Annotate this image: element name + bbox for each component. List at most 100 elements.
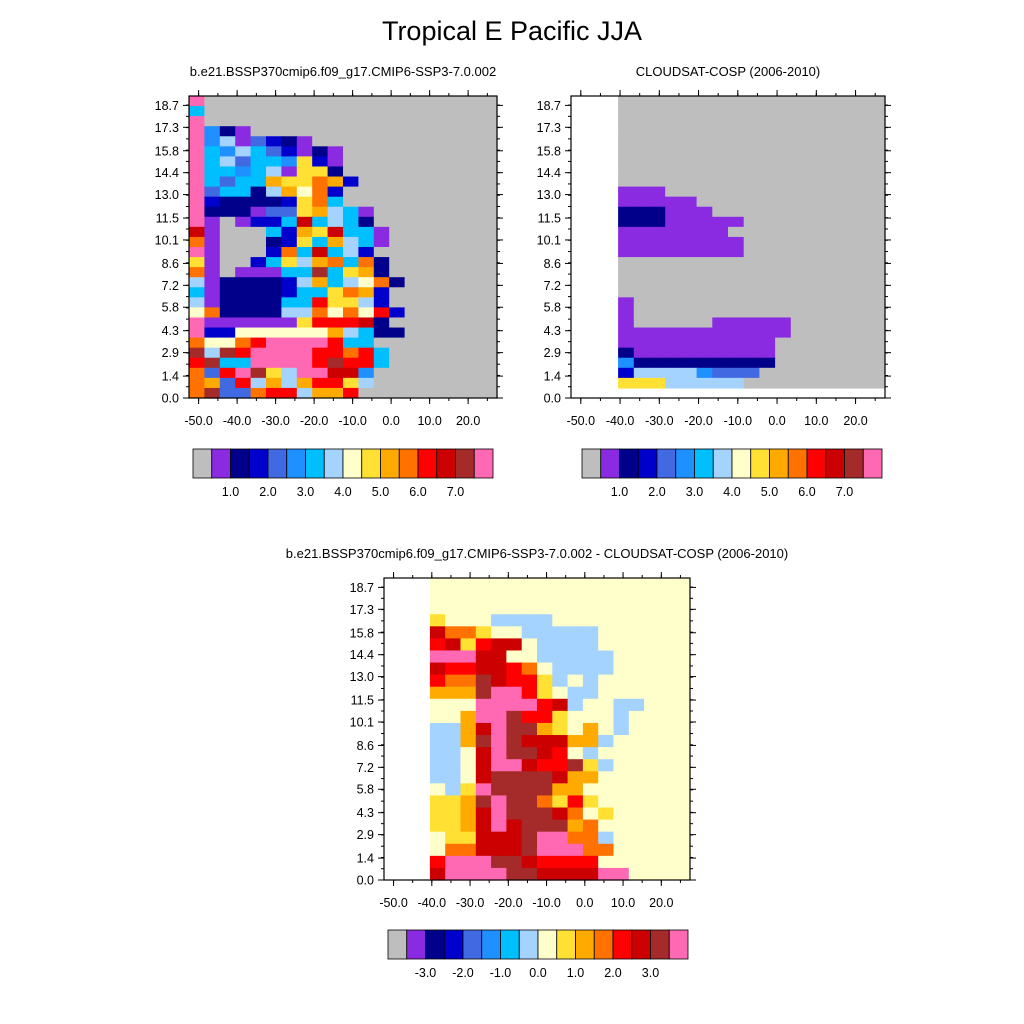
heatmap-cell <box>598 783 615 797</box>
colorbar-box <box>619 448 639 479</box>
heatmap-cell <box>806 267 823 278</box>
heatmap-cell <box>189 146 205 157</box>
heatmap-cell <box>235 96 252 107</box>
heatmap-cell <box>537 807 553 821</box>
heatmap-cell <box>204 96 221 107</box>
heatmap-cell <box>680 116 698 127</box>
y-tick-label: 0.0 <box>544 392 561 406</box>
heatmap-cell <box>266 106 282 117</box>
heatmap-cell <box>466 216 483 228</box>
heatmap-cell <box>790 176 808 188</box>
heatmap-cell <box>219 277 236 288</box>
heatmap-cell <box>582 759 599 772</box>
heatmap-cell <box>250 337 267 349</box>
heatmap-cell <box>743 206 760 218</box>
heatmap-cell <box>420 226 436 238</box>
heatmap-cell <box>582 735 599 748</box>
heatmap-cell <box>644 819 660 833</box>
heatmap-cell <box>613 710 630 724</box>
heatmap-cell <box>481 317 498 329</box>
heatmap-cell <box>343 377 359 389</box>
heatmap-cell <box>312 247 329 258</box>
heatmap-cell <box>235 226 252 238</box>
heatmap-cell <box>466 287 483 298</box>
heatmap-cell <box>445 578 462 591</box>
colorbar-box <box>305 448 325 479</box>
heatmap-cell <box>674 578 691 591</box>
heatmap-cell <box>759 297 776 308</box>
heatmap-cell <box>552 843 569 857</box>
heatmap-cell <box>696 176 713 188</box>
heatmap-cell <box>665 236 682 248</box>
heatmap-cell <box>189 226 205 238</box>
colorbar-label: 3.0 <box>642 966 659 980</box>
heatmap-cell <box>680 317 698 329</box>
heatmap-cell <box>743 126 760 137</box>
heatmap-cell <box>343 367 359 379</box>
heatmap-cell <box>204 156 221 168</box>
heatmap-cell <box>358 176 375 188</box>
heatmap-cell <box>460 674 477 688</box>
heatmap-cell <box>775 126 792 137</box>
heatmap-cell <box>649 257 666 268</box>
heatmap-cell <box>618 317 635 329</box>
heatmap-cell <box>869 106 886 117</box>
heatmap-cell <box>728 226 745 238</box>
heatmap-cell <box>806 307 823 319</box>
heatmap-cell <box>373 136 390 147</box>
heatmap-cell <box>506 650 523 664</box>
heatmap-cell <box>712 367 729 379</box>
heatmap-cell <box>759 126 776 137</box>
heatmap-cell <box>358 337 375 349</box>
colorbar-box <box>650 929 670 960</box>
heatmap-cell <box>420 337 436 349</box>
heatmap-cell <box>822 257 839 268</box>
heatmap-cell <box>219 377 236 389</box>
heatmap-cell <box>235 317 252 329</box>
y-tick-label: 0.0 <box>357 874 374 888</box>
heatmap-cell <box>296 347 313 359</box>
heatmap-cell <box>420 206 436 218</box>
heatmap-cell <box>712 297 729 308</box>
heatmap-cell <box>712 106 729 117</box>
x-tick-label: 10.0 <box>611 896 635 910</box>
heatmap-cell <box>404 126 421 137</box>
heatmap-cell <box>759 267 776 278</box>
heatmap-cell <box>445 698 462 712</box>
heatmap-cell <box>567 638 584 652</box>
heatmap-cell <box>567 855 584 869</box>
heatmap-cell <box>312 257 329 268</box>
heatmap-cell <box>312 126 329 137</box>
heatmap-cell <box>281 387 298 399</box>
heatmap-cell <box>435 327 452 339</box>
heatmap-cell <box>475 698 492 712</box>
heatmap-cell <box>537 771 553 784</box>
heatmap-cell <box>491 614 507 627</box>
heatmap-cell <box>420 116 436 127</box>
heatmap-cell <box>628 747 645 760</box>
heatmap-cell <box>582 626 599 639</box>
heatmap-cell <box>358 226 375 238</box>
heatmap-cell <box>466 196 483 208</box>
x-tick-label: -30.0 <box>645 414 674 428</box>
heatmap-cell <box>613 735 630 748</box>
heatmap-cell <box>628 759 645 772</box>
heatmap-cell <box>567 722 584 736</box>
heatmap-cell <box>628 698 645 712</box>
heatmap-cell <box>680 277 698 288</box>
heatmap-cell <box>837 176 855 188</box>
heatmap-cell <box>420 247 436 258</box>
heatmap-cell <box>598 819 615 833</box>
heatmap-cell <box>491 759 507 772</box>
heatmap-cell <box>204 337 221 349</box>
heatmap-cell <box>628 638 645 652</box>
heatmap-cell <box>869 196 886 208</box>
heatmap-cell <box>450 96 467 107</box>
heatmap-cell <box>869 166 886 178</box>
heatmap-cell <box>837 317 855 329</box>
heatmap-cell <box>475 650 492 664</box>
heatmap-cell <box>250 327 267 339</box>
heatmap-cell <box>491 747 507 760</box>
heatmap-cell <box>189 186 205 198</box>
heatmap-cell <box>250 146 267 157</box>
